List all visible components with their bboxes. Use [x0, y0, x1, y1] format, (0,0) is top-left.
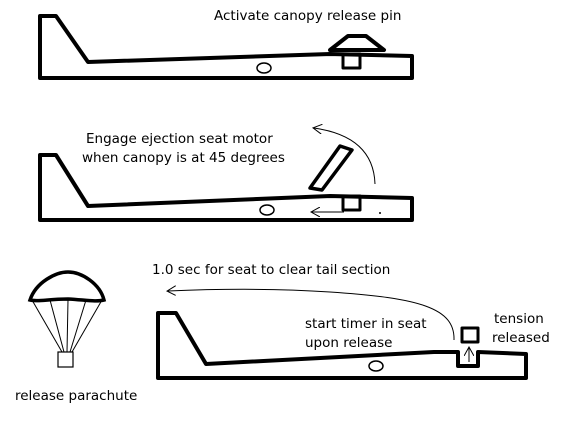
window-circle — [368, 360, 384, 372]
tension-label-line-1: tension — [494, 311, 544, 327]
window-circle — [256, 62, 272, 74]
glider-step-3 — [156, 311, 528, 380]
parachute-label: release parachute — [15, 388, 138, 404]
window-circle — [259, 204, 275, 216]
glider-step-1 — [38, 14, 414, 80]
payload-box — [57, 351, 74, 368]
canopy-closed — [328, 34, 386, 52]
parachute-canopy — [27, 270, 107, 303]
fuselage-outline — [156, 311, 528, 380]
step-3-label: 1.0 sec for seat to clear tail section — [152, 262, 391, 278]
tension-label-line-2: released — [492, 330, 550, 346]
canopy-raised — [308, 144, 354, 192]
marker-dot — [379, 212, 381, 214]
fuselage-outline — [38, 14, 414, 80]
step-1-label: Activate canopy release pin — [214, 8, 402, 24]
step-2-label-line-1: Engage ejection seat motor — [86, 131, 273, 147]
parachute-icon — [27, 270, 107, 368]
fuselage-outline — [38, 153, 414, 222]
seat-box — [341, 52, 362, 70]
glider-step-2 — [38, 144, 414, 222]
canopy-trajectory-arrow — [314, 128, 376, 185]
seat-box — [341, 194, 362, 212]
timer-label-line-2: upon release — [305, 335, 393, 351]
timer-label-line-1: start timer in seat — [305, 316, 427, 332]
seat-clear-trajectory-arrow — [168, 289, 455, 341]
seat-box — [460, 326, 480, 344]
step-2-label-line-2: when canopy is at 45 degrees — [82, 150, 285, 166]
